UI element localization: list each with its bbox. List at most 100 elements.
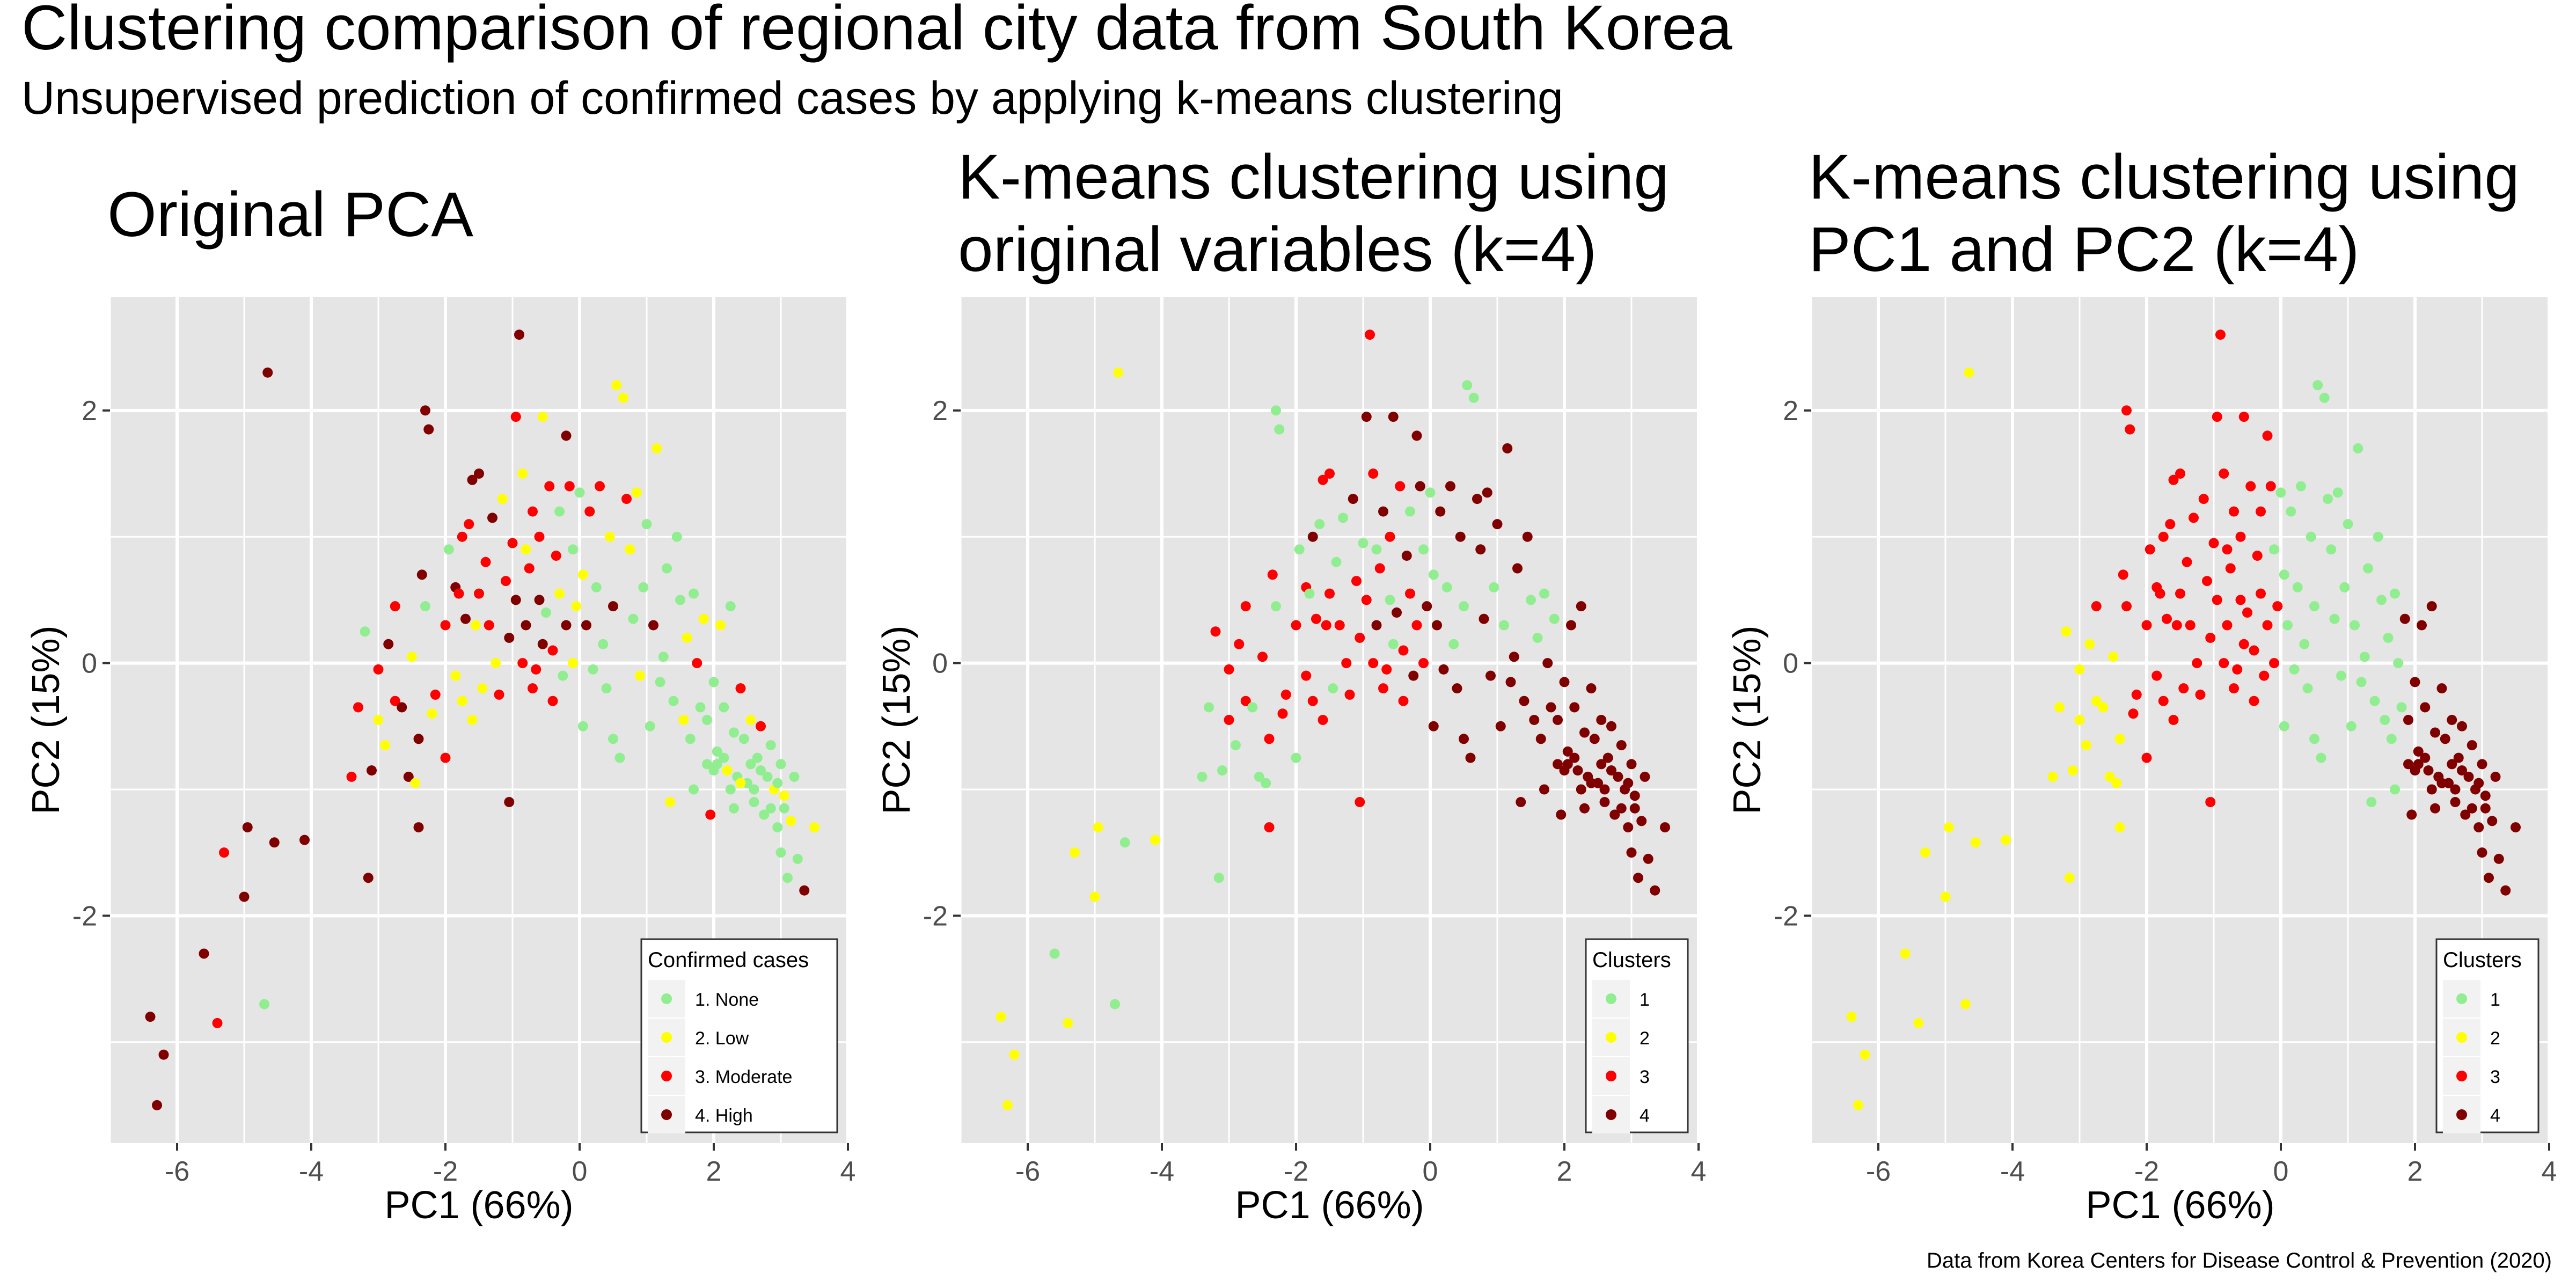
data-point xyxy=(2353,443,2363,453)
data-point xyxy=(2262,620,2273,631)
data-point xyxy=(373,715,384,725)
data-point xyxy=(1247,702,1258,713)
data-point xyxy=(1940,891,1951,902)
data-point xyxy=(2430,727,2440,738)
data-point xyxy=(410,778,421,788)
data-point xyxy=(2473,778,2484,788)
data-point xyxy=(782,873,793,883)
data-point xyxy=(1381,664,1392,675)
data-point xyxy=(577,569,588,580)
data-point xyxy=(2061,626,2072,637)
data-point xyxy=(212,1018,223,1028)
data-point xyxy=(809,822,819,833)
data-point xyxy=(2309,601,2319,612)
data-point xyxy=(2306,531,2316,542)
data-point xyxy=(759,809,770,820)
data-point xyxy=(1280,689,1291,700)
data-point xyxy=(2366,796,2377,807)
data-point xyxy=(1378,683,1388,694)
data-point xyxy=(779,791,789,801)
data-point xyxy=(2269,544,2279,555)
data-point xyxy=(2369,696,2380,706)
data-point xyxy=(1519,696,1529,706)
data-point xyxy=(1334,620,1345,631)
data-point xyxy=(581,620,591,631)
data-point xyxy=(1371,544,1382,555)
data-point xyxy=(1204,702,1214,713)
data-point xyxy=(1267,569,1278,580)
data-point xyxy=(2175,588,2185,599)
data-point xyxy=(484,620,494,631)
data-point xyxy=(360,626,370,637)
data-point xyxy=(1445,481,1455,492)
data-point xyxy=(1459,734,1469,744)
data-point xyxy=(1455,531,1466,542)
data-point xyxy=(2219,658,2229,669)
data-point xyxy=(1264,822,1275,833)
data-point xyxy=(2189,513,2199,523)
data-point xyxy=(1505,677,1516,687)
data-point xyxy=(2155,588,2165,599)
data-point xyxy=(1576,601,1586,612)
data-point xyxy=(423,424,434,435)
data-point xyxy=(427,708,437,719)
data-point xyxy=(2192,658,2202,669)
x-axis-label: PC1 (66%) xyxy=(2085,1184,2274,1227)
x-tick-label: -4 xyxy=(1150,1156,1174,1187)
data-point xyxy=(460,613,471,624)
data-point xyxy=(2403,715,2413,725)
data-point xyxy=(1569,702,1580,713)
legend-label: 2. Low xyxy=(695,1028,749,1049)
data-point xyxy=(2426,784,2437,795)
data-point xyxy=(2302,683,2313,694)
data-point xyxy=(152,1100,162,1110)
data-point xyxy=(1331,557,1342,567)
data-point xyxy=(467,715,478,725)
data-point xyxy=(588,664,598,675)
data-point xyxy=(2336,670,2346,681)
data-point xyxy=(2440,734,2450,744)
data-point xyxy=(2171,620,2182,631)
data-point xyxy=(2125,424,2135,435)
data-point xyxy=(625,544,635,555)
data-point xyxy=(1217,765,1227,776)
data-point xyxy=(2292,582,2303,592)
data-point xyxy=(2064,873,2075,883)
data-point xyxy=(2242,607,2252,618)
data-point xyxy=(2212,595,2222,605)
data-point xyxy=(1405,506,1415,517)
data-point xyxy=(792,853,803,864)
data-point xyxy=(1321,620,1331,631)
data-point xyxy=(413,822,424,833)
data-point xyxy=(635,670,645,681)
legend-title: Clusters xyxy=(1592,948,1671,972)
data-point xyxy=(1351,576,1362,587)
legend-symbol xyxy=(661,993,672,1004)
data-point xyxy=(2376,595,2387,605)
data-point xyxy=(1559,677,1570,687)
data-point xyxy=(1459,601,1469,612)
legend-label: 4. High xyxy=(695,1106,753,1126)
data-point xyxy=(2356,677,2367,687)
data-point xyxy=(558,670,568,681)
data-point xyxy=(1860,1049,1870,1060)
data-point xyxy=(692,658,702,669)
data-point xyxy=(695,702,706,713)
data-point xyxy=(510,595,521,605)
legend-label: 3 xyxy=(2490,1067,2500,1087)
data-point xyxy=(2359,652,2370,662)
data-point xyxy=(541,607,551,618)
data-point xyxy=(2447,759,2457,770)
data-point xyxy=(2235,595,2246,605)
data-point xyxy=(561,620,572,631)
data-point xyxy=(2343,519,2353,530)
data-point xyxy=(1475,544,1486,555)
data-point xyxy=(2457,721,2467,731)
data-point xyxy=(1210,626,1221,637)
data-point xyxy=(531,664,541,675)
data-point xyxy=(1435,506,1446,517)
data-point xyxy=(608,734,618,744)
data-point xyxy=(547,696,558,706)
x-tick-label: 4 xyxy=(1691,1156,1707,1187)
data-point xyxy=(390,696,400,706)
